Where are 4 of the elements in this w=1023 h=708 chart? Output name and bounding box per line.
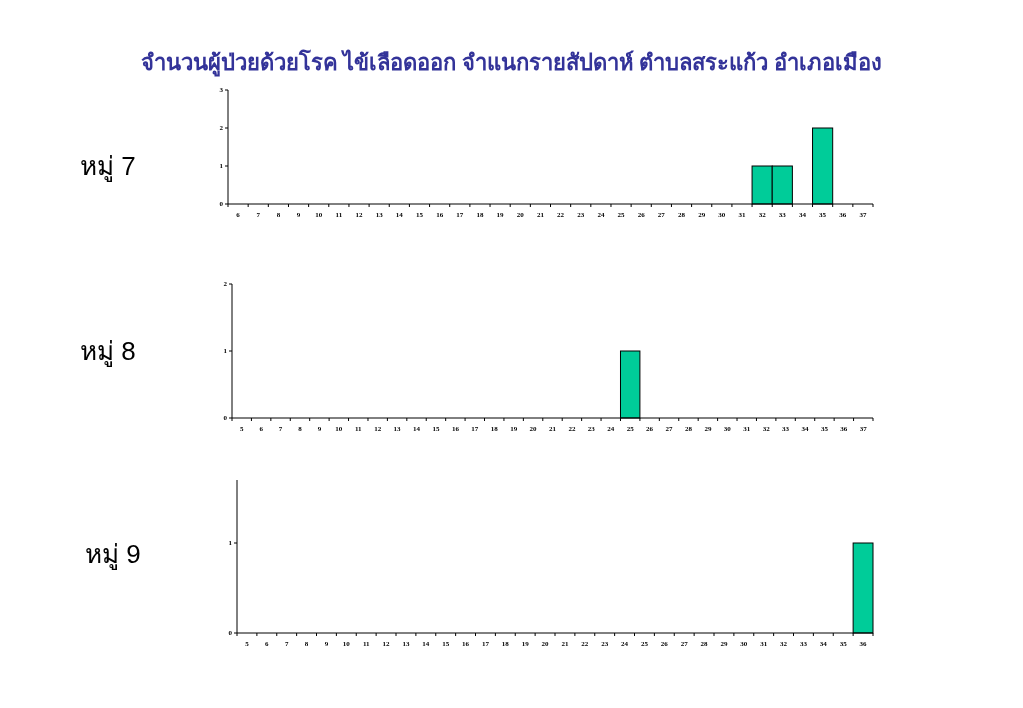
y-axis-title: หมู่ 9	[85, 539, 141, 570]
y-axis-title: หมู่ 7	[80, 151, 136, 182]
y-axis-title: หมู่ 8	[80, 336, 136, 367]
chart-title: จำนวนผู้ป่วยด้วยโรค ไข้เลือดออก จำแนกรายสัปดาห์ ตำบลสระแก้ว อำเภอเมือง	[140, 49, 882, 77]
